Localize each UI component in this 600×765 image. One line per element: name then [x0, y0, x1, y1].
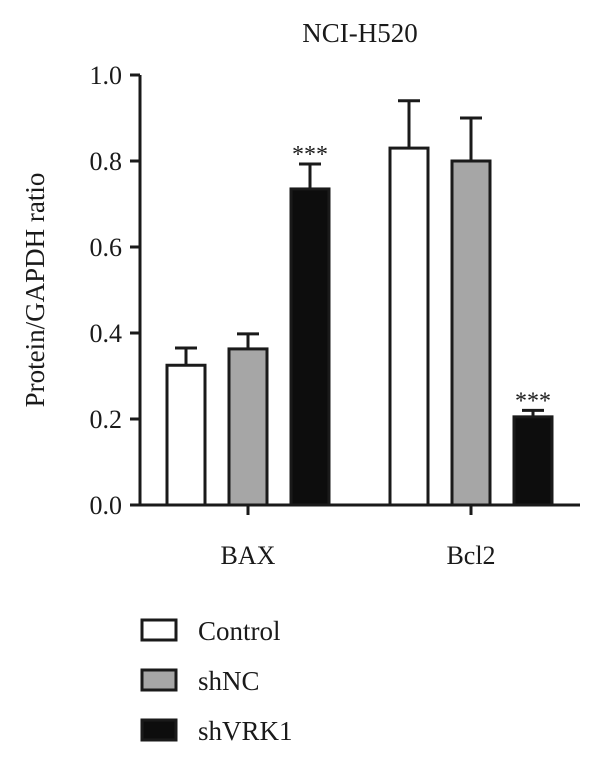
significance-annotation: *** [515, 388, 551, 414]
y-tick-label: 0.2 [90, 405, 123, 434]
y-tick-label: 1.0 [90, 61, 123, 90]
annotations-group: *** *** [292, 142, 551, 414]
legend-swatch [140, 668, 178, 692]
legend-swatch [140, 718, 178, 742]
significance-annotation: *** [292, 142, 328, 168]
legend: Control shNC shVRK1 [140, 616, 293, 746]
y-axis-label: Protein/GAPDH ratio [20, 173, 50, 408]
chart-title: NCI-H520 [302, 18, 418, 48]
legend-swatch [140, 618, 178, 642]
y-tick-label: 0.4 [90, 319, 123, 348]
x-axis: BAX Bcl2 [140, 503, 580, 570]
bar [450, 159, 492, 507]
legend-label: shNC [198, 666, 260, 696]
legend-label: Control [198, 616, 281, 646]
y-tick-label: 0.6 [90, 233, 123, 262]
y-axis: 0.0 0.2 0.4 0.6 0.8 1.0 [90, 61, 142, 520]
bar [227, 347, 269, 507]
y-tick-label: 0.8 [90, 147, 123, 176]
x-tick-label: Bcl2 [446, 541, 495, 570]
bar [388, 146, 430, 507]
bars-group [165, 99, 554, 507]
x-tick-label: BAX [221, 541, 276, 570]
y-tick-label: 0.0 [90, 491, 123, 520]
bar [289, 187, 331, 507]
bar [165, 363, 207, 507]
legend-label: shVRK1 [198, 716, 293, 746]
bar [512, 415, 554, 507]
